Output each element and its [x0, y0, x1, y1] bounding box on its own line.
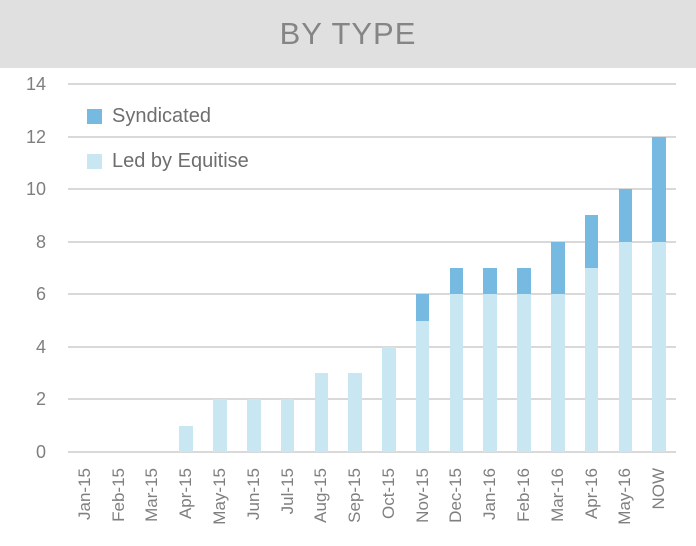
chart-title-banner: BY TYPE [0, 0, 696, 68]
bar-Jul-15-led-by-equitise[interactable] [280, 399, 295, 452]
x-axis-tick-label: NOW [649, 468, 669, 510]
legend-swatch-icon [87, 154, 102, 169]
bar-Mar-16-led-by-equitise[interactable] [551, 294, 565, 452]
legend-label: Syndicated [112, 105, 211, 127]
x-axis-tick-label: Oct-15 [378, 468, 398, 520]
gridline-y-2 [68, 398, 676, 401]
gridline-y-8 [68, 240, 676, 243]
x-axis-tick-label: Jan-15 [74, 468, 94, 520]
bar-Feb-16-led-by-equitise[interactable] [517, 294, 531, 452]
bar-Dec-15-led-by-equitise[interactable] [449, 294, 464, 452]
bar-May-16-syndicated[interactable] [618, 189, 633, 242]
bar-Feb-16-syndicated[interactable] [517, 268, 531, 295]
x-axis-tick-label: Apr-16 [581, 468, 601, 520]
x-axis-tick-label: May-16 [615, 468, 635, 525]
bar-Apr-15-led-by-equitise[interactable] [179, 425, 193, 452]
bar-Jun-15-led-by-equitise[interactable] [247, 399, 261, 452]
bar-May-15-led-by-equitise[interactable] [213, 399, 227, 452]
gridline-y-6 [68, 293, 676, 296]
x-axis-tick-label: Nov-15 [412, 468, 432, 523]
bar-Apr-16-led-by-equitise[interactable] [584, 268, 599, 452]
legend-item-led-by-equitise[interactable]: Led by Equitise [87, 150, 249, 173]
x-axis-tick-label: Mar-15 [142, 468, 162, 522]
y-axis-tick-label: 0 [35, 442, 46, 462]
bar-Jan-16-syndicated[interactable] [483, 268, 497, 295]
gridline-y-0 [68, 451, 676, 453]
bar-Nov-15-syndicated[interactable] [415, 294, 430, 321]
bar-May-16-led-by-equitise[interactable] [618, 241, 633, 452]
y-axis-tick-label: 2 [35, 389, 46, 410]
x-axis-tick-label: Jul-15 [277, 468, 297, 515]
legend-swatch-icon [87, 109, 102, 124]
bar-Dec-15-syndicated[interactable] [449, 268, 464, 295]
y-axis-tick-label: 4 [35, 336, 46, 357]
x-axis-tick-label: Aug-15 [311, 468, 331, 523]
bar-Oct-15-led-by-equitise[interactable] [382, 346, 396, 452]
x-axis-tick-label: Apr-15 [176, 468, 196, 520]
gridline-y-10 [68, 188, 676, 191]
x-axis-tick-label: Sep-15 [345, 468, 365, 523]
bar-Jan-16-led-by-equitise[interactable] [483, 294, 497, 452]
y-axis-tick-label: 12 [25, 126, 46, 147]
x-axis-tick-label: Feb-16 [514, 468, 533, 522]
x-axis-tick-label: Dec-15 [446, 468, 466, 523]
x-axis-tick-label: Mar-16 [547, 468, 567, 522]
y-axis-tick-label: 10 [25, 179, 46, 200]
stacked-bar-chart: 0 2 4 6 8 10 12 14 Jan-15 Feb-15 Mar-15 Apr-15 May-1… [0, 68, 696, 546]
x-axis-tick-label: May-15 [210, 468, 229, 525]
bar-NOW-led-by-equitise[interactable] [652, 241, 666, 452]
gridline-y-12 [68, 135, 676, 138]
x-axis-tick-label: Jun-15 [243, 468, 263, 520]
legend-label: Led by Equitise [112, 150, 249, 172]
bar-Sep-15-led-by-equitise[interactable] [348, 373, 362, 452]
legend-item-syndicated[interactable]: Syndicated [87, 105, 211, 128]
bar-Mar-16-syndicated[interactable] [551, 241, 565, 295]
bar-Apr-16-syndicated[interactable] [584, 215, 599, 268]
chart-title: BY TYPE [279, 16, 417, 51]
y-axis-tick-label: 6 [35, 284, 46, 305]
bar-NOW-syndicated[interactable] [652, 136, 666, 242]
y-axis-tick-label: 8 [35, 231, 46, 252]
y-axis-tick-label: 14 [25, 74, 46, 94]
bar-Nov-15-led-by-equitise[interactable] [415, 320, 430, 452]
gridline-y-14 [68, 83, 676, 85]
gridline-y-4 [68, 345, 676, 348]
bar-Aug-15-led-by-equitise[interactable] [314, 373, 329, 452]
x-axis-tick-label: Jan-16 [480, 468, 500, 520]
x-axis-tick-label: Feb-15 [108, 468, 128, 522]
